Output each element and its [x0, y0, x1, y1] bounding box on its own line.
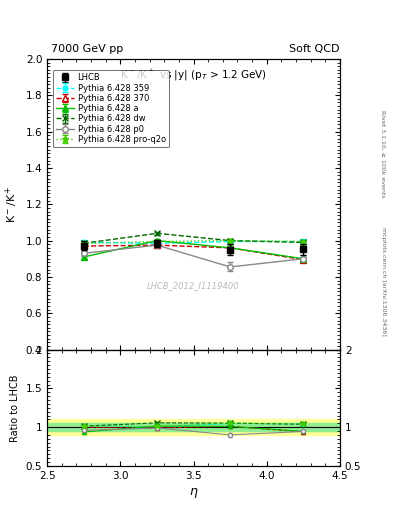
Text: Rivet 3.1.10, ≥ 100k events: Rivet 3.1.10, ≥ 100k events: [381, 110, 386, 198]
Text: Soft QCD: Soft QCD: [290, 44, 340, 54]
X-axis label: $\eta$: $\eta$: [189, 486, 198, 500]
Legend: LHCB, Pythia 6.428 359, Pythia 6.428 370, Pythia 6.428 a, Pythia 6.428 dw, Pythi: LHCB, Pythia 6.428 359, Pythia 6.428 370…: [53, 70, 169, 147]
Y-axis label: K$^-$/K$^+$: K$^-$/K$^+$: [4, 185, 20, 223]
Y-axis label: Ratio to LHCB: Ratio to LHCB: [10, 374, 20, 441]
Text: 7000 GeV pp: 7000 GeV pp: [51, 44, 123, 54]
Text: LHCB_2012_I1119400: LHCB_2012_I1119400: [147, 281, 240, 290]
Text: K$^-$/K$^+$ vs |y| (p$_T$ > 1.2 GeV): K$^-$/K$^+$ vs |y| (p$_T$ > 1.2 GeV): [120, 68, 267, 83]
Text: mcplots.cern.ch [arXiv:1306.3436]: mcplots.cern.ch [arXiv:1306.3436]: [381, 227, 386, 336]
